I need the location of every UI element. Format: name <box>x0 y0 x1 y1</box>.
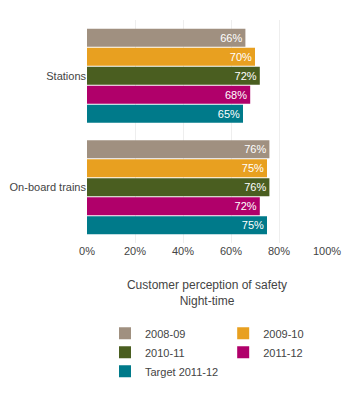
svg-text:72%: 72% <box>235 200 257 212</box>
svg-text:2011-12: 2011-12 <box>263 347 303 359</box>
svg-text:76%: 76% <box>244 143 266 155</box>
svg-text:On-board trains: On-board trains <box>10 181 87 193</box>
svg-text:65%: 65% <box>218 108 240 120</box>
svg-text:Stations: Stations <box>46 70 86 82</box>
svg-text:100%: 100% <box>313 245 341 257</box>
svg-text:2010-11: 2010-11 <box>145 347 185 359</box>
svg-text:2009-10: 2009-10 <box>263 328 303 340</box>
svg-text:76%: 76% <box>244 181 266 193</box>
svg-text:2008-09: 2008-09 <box>145 328 185 340</box>
svg-text:75%: 75% <box>242 219 264 231</box>
svg-text:68%: 68% <box>225 89 247 101</box>
svg-text:20%: 20% <box>124 245 146 257</box>
svg-text:70%: 70% <box>230 51 252 63</box>
svg-text:0%: 0% <box>79 245 95 257</box>
svg-text:60%: 60% <box>220 245 242 257</box>
svg-text:Customer perception of safetyN: Customer perception of safetyNight-time <box>127 278 287 308</box>
svg-text:80%: 80% <box>268 245 290 257</box>
svg-text:Target 2011-12: Target 2011-12 <box>145 366 218 378</box>
svg-text:40%: 40% <box>172 245 194 257</box>
svg-text:75%: 75% <box>242 162 264 174</box>
svg-text:72%: 72% <box>235 70 257 82</box>
svg-text:66%: 66% <box>220 32 242 44</box>
